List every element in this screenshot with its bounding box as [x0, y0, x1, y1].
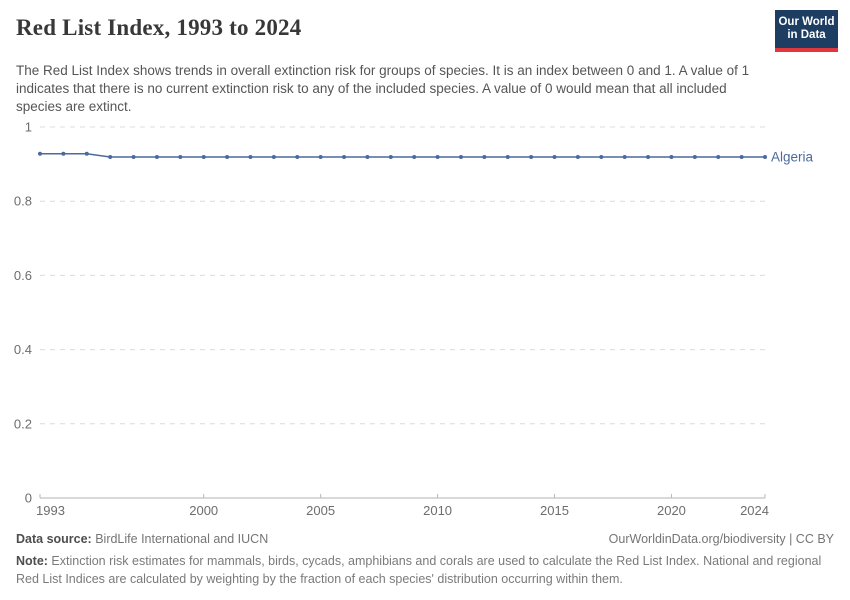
data-point [38, 151, 42, 156]
data-point [505, 155, 510, 160]
data-point [342, 155, 347, 160]
owid-logo-line1: Our World [778, 16, 835, 28]
data-point [154, 155, 159, 160]
y-axis-tick-label: 0.4 [14, 342, 32, 357]
data-point [295, 155, 300, 160]
data-point [248, 155, 253, 160]
data-point [178, 155, 183, 160]
x-axis-tick-label: 2005 [306, 503, 335, 518]
data-source-label: Data source: [16, 532, 92, 546]
data-point [388, 155, 393, 160]
data-point [318, 155, 323, 160]
y-axis-tick-label: 1 [25, 120, 32, 135]
data-source-value: BirdLife International and IUCN [91, 532, 269, 546]
data-point [365, 155, 370, 160]
page-title: Red List Index, 1993 to 2024 [16, 15, 302, 40]
data-point [622, 155, 627, 160]
data-point [84, 151, 89, 156]
data-point [458, 155, 463, 160]
note-label: Note: [16, 554, 48, 568]
data-point [669, 155, 674, 160]
chart-footer: Data source: BirdLife International and … [16, 532, 834, 588]
data-point [763, 155, 767, 160]
data-point [435, 155, 440, 160]
x-axis-tick-label: 2000 [189, 503, 218, 518]
data-point [739, 155, 744, 160]
data-point [61, 151, 66, 156]
x-axis-tick-label: 2020 [657, 503, 686, 518]
x-axis-tick-label: 1993 [36, 503, 65, 518]
data-point [131, 155, 136, 160]
y-axis-tick-label: 0.6 [14, 268, 32, 283]
data-point [599, 155, 604, 160]
x-axis-tick-label: 2010 [423, 503, 452, 518]
y-axis-tick-label: 0 [25, 491, 32, 506]
data-point [482, 155, 487, 160]
data-point [271, 155, 276, 160]
y-axis-tick-label: 0.2 [14, 416, 32, 431]
y-axis-tick-label: 0.8 [14, 194, 32, 209]
owid-logo-line2: in Data [787, 29, 826, 41]
data-point [529, 155, 534, 160]
data-point [646, 155, 651, 160]
credit-link[interactable]: OurWorldinData.org/biodiversity | CC BY [608, 532, 834, 546]
series-line [40, 152, 765, 158]
data-point [716, 155, 721, 160]
data-point [108, 155, 113, 160]
data-point [225, 155, 230, 160]
data-source: Data source: BirdLife International and … [16, 532, 268, 546]
line-chart[interactable]: 0 0.2 0.4 0.6 0.8 1 1993 2000 2005 2010 2015 2020 20… [0, 113, 850, 525]
series-label: Algeria [771, 150, 814, 165]
x-axis-tick-label: 2015 [540, 503, 569, 518]
chart-note: Note: Extinction risk estimates for mamm… [16, 553, 834, 588]
data-point [575, 155, 580, 160]
data-point [412, 155, 417, 160]
source-row: Data source: BirdLife International and … [16, 532, 834, 546]
chart-subtitle: The Red List Index shows trends in overa… [16, 63, 750, 114]
data-point [201, 155, 206, 160]
data-point [552, 155, 557, 160]
note-value: Extinction risk estimates for mammals, b… [16, 554, 822, 586]
data-point [692, 155, 697, 160]
owid-logo: Our World in Data [775, 10, 838, 52]
x-axis-tick-label: 2024 [740, 503, 769, 518]
